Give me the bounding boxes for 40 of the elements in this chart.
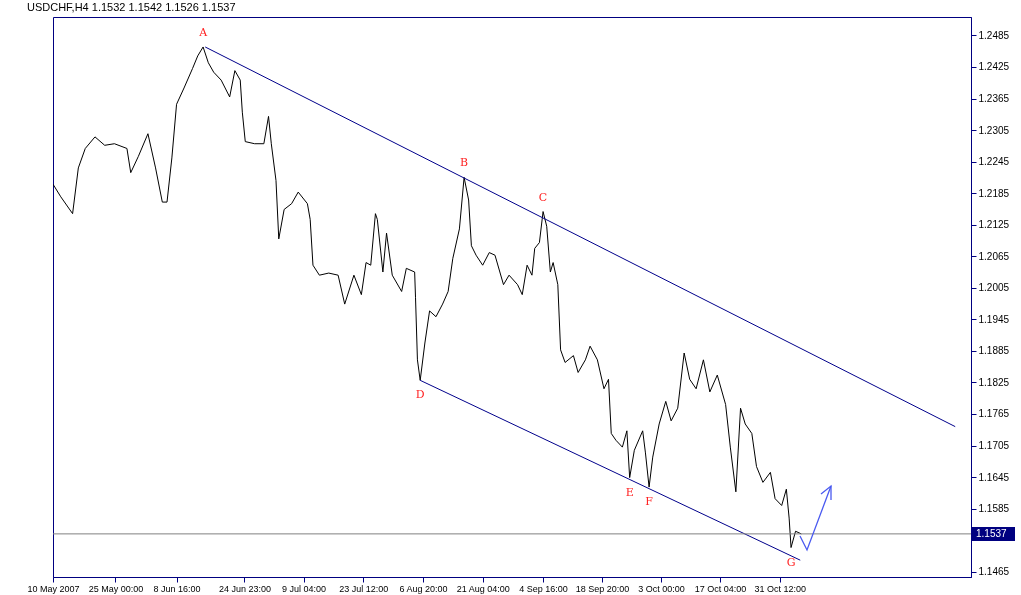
annotation: A — [198, 25, 209, 39]
x-tick-label: 10 May 2007 — [27, 583, 80, 594]
x-tick-label: 3 Oct 00:00 — [638, 583, 685, 594]
y-tick-label: 1.1465 — [978, 566, 1010, 578]
y-tick-label: 1.1705 — [978, 440, 1010, 452]
x-tick-label: 24 Jun 23:00 — [218, 583, 271, 594]
annotation: G — [786, 555, 796, 569]
x-tick-label: 8 Jun 16:00 — [153, 583, 201, 594]
y-tick-label: 1.2005 — [978, 282, 1010, 294]
x-tick-label: 9 Jul 04:00 — [282, 583, 327, 594]
y-tick-label: 1.1945 — [978, 313, 1010, 325]
x-tick-label: 6 Aug 20:00 — [399, 583, 448, 594]
chart-title: USDCHF,H4 1.1532 1.1542 1.1526 1.1537 — [26, 1, 236, 13]
annotation: B — [460, 156, 469, 170]
x-tick-label: 31 Oct 12:00 — [754, 583, 807, 594]
y-tick-label: 1.2425 — [978, 61, 1010, 73]
y-tick-label: 1.1885 — [978, 345, 1010, 357]
x-tick-label: 4 Sep 16:00 — [519, 583, 568, 594]
ref-line-label: 1.1537 — [976, 527, 1008, 539]
x-tick-label: 23 Jul 12:00 — [339, 583, 389, 594]
y-tick-label: 1.2185 — [978, 187, 1010, 199]
annotation: E — [625, 485, 634, 499]
y-tick-label: 1.2365 — [978, 93, 1010, 104]
annotation: F — [645, 495, 654, 509]
line-series — [53, 46, 802, 549]
y-tick-label: 1.2245 — [978, 156, 1010, 168]
x-tick-label: 18 Sep 20:00 — [575, 583, 630, 594]
annotation: C — [538, 190, 548, 204]
y-tick-label: 1.1765 — [978, 408, 1010, 420]
x-tick-label: 25 May 00:00 — [88, 583, 144, 594]
x-tick-label: 21 Aug 04:00 — [456, 583, 510, 594]
y-tick-label: 1.1825 — [978, 376, 1010, 388]
y-tick-label: 1.2305 — [978, 124, 1010, 136]
y-tick-label: 1.1645 — [978, 471, 1010, 483]
x-tick-label: 17 Oct 04:00 — [694, 583, 747, 594]
y-tick-label: 1.2125 — [978, 219, 1010, 231]
y-tick-label: 1.2065 — [978, 250, 1010, 262]
y-tick-label: 1.1585 — [978, 503, 1010, 515]
y-tick-label: 1.2485 — [978, 29, 1010, 41]
annotation: D — [415, 388, 425, 402]
